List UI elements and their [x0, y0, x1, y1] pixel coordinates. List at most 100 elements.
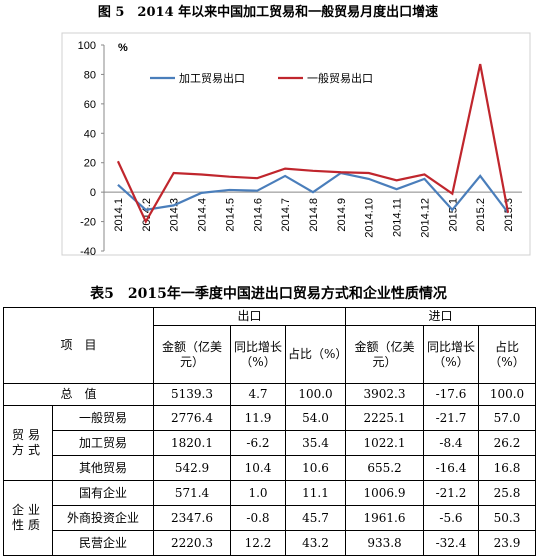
table-cell: 933.8 — [345, 530, 424, 556]
table-cell: 11.1 — [285, 480, 346, 506]
table-cell: 贸易方式 — [3, 405, 53, 481]
table-cell: -17.6 — [423, 383, 479, 406]
series-line — [116, 63, 510, 224]
table-cell: 1022.1 — [345, 430, 424, 456]
table-cell: 同比增长（%） — [423, 325, 479, 384]
table-cell: 一般贸易 — [52, 405, 154, 431]
x-tick-label: 2014.1 — [113, 198, 125, 232]
chart: 图 5 2014 年以来中国加工贸易和一般贸易月度出口增速 % -40 -20 0 2… — [61, 4, 531, 258]
table-cell: -16.4 — [423, 455, 479, 481]
table-row: 项 目出口 进口 — [3, 307, 536, 384]
y-tick-label: 80 — [84, 69, 96, 81]
table-row: 金额（亿美元） 同比增长（%） 占比（%） 金额（亿美元） 同比增长（%） 占比（%） — [4, 325, 536, 384]
table-cell: 占比（%） — [478, 325, 536, 384]
table-cell: 同比增长（%） — [230, 325, 286, 384]
table-cell: 进口 — [345, 307, 536, 326]
table-cell: 2225.1 — [345, 405, 424, 431]
table-cell: -21.2 — [423, 480, 479, 506]
table-cell: 100.0 — [285, 383, 346, 406]
table-cell: 其他贸易 — [52, 455, 154, 481]
x-tick-label: 2014.8 — [308, 198, 320, 232]
table-cell: -32.4 — [423, 530, 479, 556]
y-tick-label: 0 — [90, 187, 96, 199]
table-cell: 542.9 — [153, 455, 231, 481]
legend-label: 加工贸易出口 — [179, 71, 245, 85]
x-tick-label: 2015.3 — [503, 198, 515, 232]
table-cell: 2220.3 — [153, 530, 231, 556]
table-cell: 16.8 — [478, 455, 536, 481]
table-cell: 金额（亿美元） — [345, 325, 424, 384]
chart-title: 图 5 2014 年以来中国加工贸易和一般贸易月度出口增速 — [98, 4, 438, 20]
y-unit: % — [118, 42, 128, 54]
table-cell: 100.0 — [478, 383, 536, 406]
table-title: 表5 2015年一季度中国进出口贸易方式和企业性质情况 — [90, 286, 447, 302]
series-line — [117, 171, 509, 214]
y-tick-label: -20 — [80, 217, 96, 229]
x-tick-label: 2014.2 — [141, 198, 153, 232]
table-cell: 26.2 — [478, 430, 536, 456]
table-cell: 金额（亿美元） — [153, 325, 231, 384]
table-row: 外商投资企业 2347.6 -0.8 45.7 1961.6 -5.6 50.3 — [4, 505, 536, 531]
table-row: 总 值 5139.3 4.7 100.0 3902.3 -17.6 100.0 — [3, 383, 536, 406]
table-cell: 民营企业 — [52, 530, 154, 556]
table-cell: 企业性质 — [3, 480, 53, 556]
table-cell: 出口 — [153, 307, 346, 326]
table-cell: 11.9 — [230, 405, 286, 431]
table-cell: 10.6 — [285, 455, 346, 481]
table-row: 其他贸易 542.9 10.4 10.6 655.2 -16.4 16.8 — [4, 455, 536, 481]
x-tick-label: 2014.10 — [364, 198, 376, 238]
table-cell: 加工贸易 — [52, 430, 154, 456]
table-row: 民营企业 2220.3 12.2 43.2 933.8 -32.4 23.9 — [4, 530, 536, 556]
legend-label: 一般贸易出口 — [307, 71, 373, 85]
chart-frame — [61, 32, 531, 256]
y-tick-label: 60 — [84, 99, 96, 111]
table-cell: 45.7 — [285, 505, 346, 531]
table-cell: 2776.4 — [153, 405, 231, 431]
table-cell: 1.0 — [230, 480, 286, 506]
y-tick-label: 20 — [84, 158, 96, 170]
table-cell: 4.7 — [230, 383, 286, 406]
table-row: 贸易方式 一般贸易 2776.4 11.9 54.0 2225.1 -21.7 57.0 — [3, 405, 536, 481]
x-tick-label: 2015.2 — [475, 198, 487, 232]
table-cell: -6.2 — [230, 430, 286, 456]
table-cell: 1006.9 — [345, 480, 424, 506]
table-cell: 23.9 — [478, 530, 536, 556]
table-cell: 50.3 — [478, 505, 536, 531]
table-cell: 1820.1 — [153, 430, 231, 456]
y-tick-label: 40 — [84, 128, 96, 140]
table-row: 加工贸易 1820.1 -6.2 35.4 1022.1 -8.4 26.2 — [4, 430, 536, 456]
table-cell: 25.8 — [478, 480, 536, 506]
x-tick-label: 2014.9 — [336, 198, 348, 232]
table-cell: 项 目 — [3, 307, 154, 384]
x-tick-label: 2014.12 — [419, 198, 431, 238]
table-cell: 国有企业 — [52, 480, 154, 506]
x-tick-label: 2014.5 — [224, 198, 236, 232]
table-cell: -5.6 — [423, 505, 479, 531]
table-cell: 总 值 — [3, 383, 154, 406]
table-cell: 12.2 — [230, 530, 286, 556]
table-cell: 35.4 — [285, 430, 346, 456]
table-cell: 1961.6 — [345, 505, 424, 531]
x-tick-label: 2014.7 — [280, 198, 292, 232]
table-cell: -8.4 — [423, 430, 479, 456]
x-tick-label: 2014.4 — [197, 198, 209, 232]
x-tick-label: 2014.6 — [252, 198, 264, 232]
table-cell: 571.4 — [153, 480, 231, 506]
table-cell: 2347.6 — [153, 505, 231, 531]
table-row: 企业性质 国有企业 571.4 1.0 11.1 1006.9 -21.2 25.8 — [3, 480, 536, 556]
table-cell: 10.4 — [230, 455, 286, 481]
table-cell: 655.2 — [345, 455, 424, 481]
table: 项 目出口 进口 金额（亿美元） 同比增长（%） 占比（%） 金额（亿美元） 同比增长（%）… — [3, 307, 536, 556]
y-tick-label: 100 — [78, 40, 96, 52]
table-cell: 外商投资企业 — [52, 505, 154, 531]
table-cell: -0.8 — [230, 505, 286, 531]
table-cell: 占比（%） — [285, 325, 347, 384]
table-cell: 5139.3 — [153, 383, 231, 406]
table-cell: 3902.3 — [345, 383, 424, 406]
table-cell: 43.2 — [285, 530, 346, 556]
table-cell: -21.7 — [423, 405, 479, 431]
table-cell: 54.0 — [285, 405, 346, 431]
y-tick-label: -40 — [80, 246, 96, 258]
table-cell: 57.0 — [478, 405, 536, 431]
